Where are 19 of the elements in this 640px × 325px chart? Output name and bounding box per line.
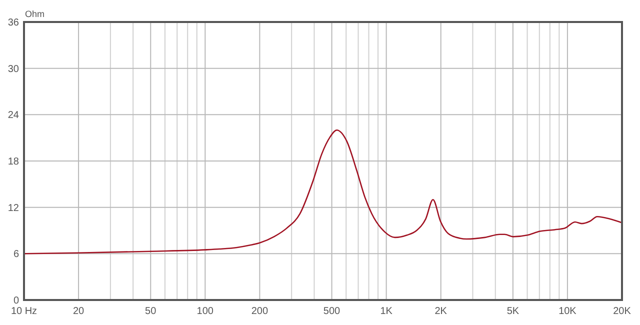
x-tick-label: 100 bbox=[196, 306, 214, 317]
y-tick-label: 18 bbox=[8, 156, 20, 168]
x-tick-label: 10K bbox=[558, 306, 577, 317]
x-tick-label: 20K bbox=[613, 306, 632, 317]
y-axis-title: Ohm bbox=[25, 9, 45, 19]
x-tick-label: 2K bbox=[434, 306, 448, 317]
y-tick-label: 24 bbox=[8, 110, 20, 122]
x-tick-label: 50 bbox=[145, 306, 157, 317]
x-tick-label: 10 Hz bbox=[10, 306, 38, 317]
x-tick-label: 20 bbox=[72, 306, 85, 317]
x-tick-label: 200 bbox=[251, 306, 268, 317]
y-tick-label: 12 bbox=[8, 202, 20, 214]
x-tick-label: 5K bbox=[506, 306, 520, 317]
x-tick-label: 1K bbox=[380, 306, 393, 317]
x-tick-label: 500 bbox=[323, 306, 341, 317]
y-tick-label: 6 bbox=[13, 249, 20, 260]
y-tick-label: 30 bbox=[8, 64, 20, 75]
y-tick-label: 36 bbox=[8, 18, 20, 28]
y-tick-label: 0 bbox=[13, 296, 20, 306]
